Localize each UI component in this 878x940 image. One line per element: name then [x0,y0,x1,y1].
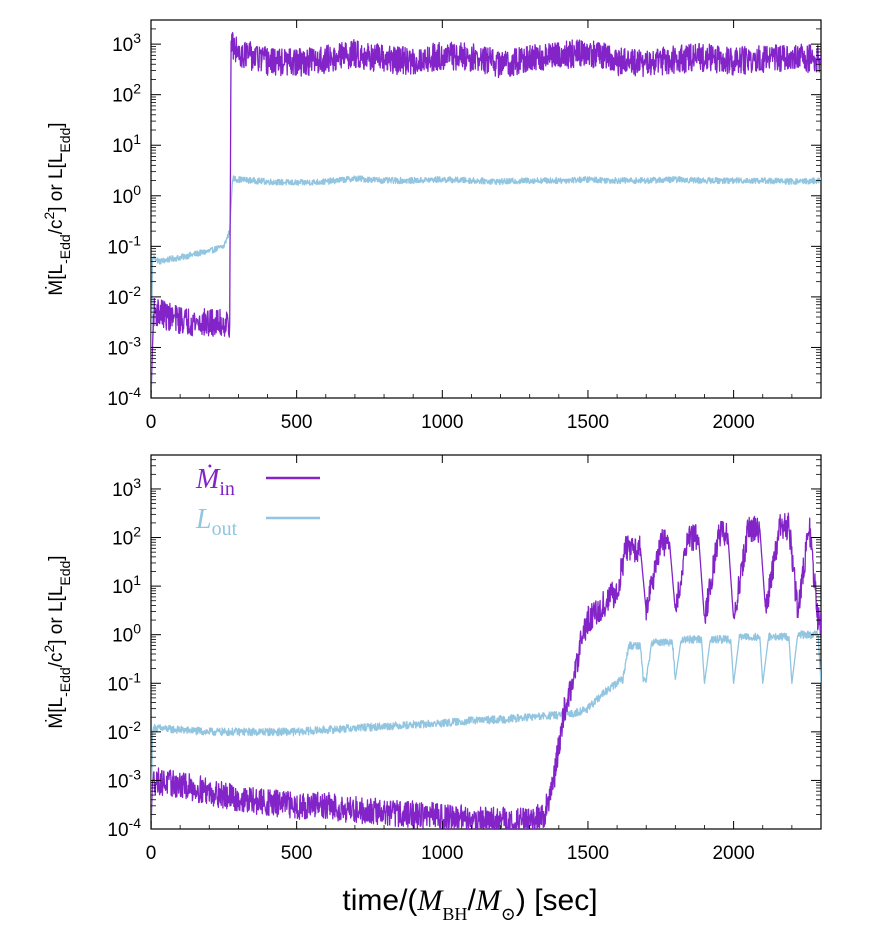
bottom-ticks-layer: 0 500 1000 1500 2000 10-4 10-3 10-2 10-1 100 101 10… [107,455,821,864]
bottom-y-tick-label: 100 [112,621,141,647]
bottom-plot-frame [150,454,822,830]
top-y-tick-label: 101 [112,131,141,157]
top-y-tick-label: 100 [112,182,141,208]
top-y-axis-label: Ṁ[L-Edd/c2] or L[LEdd] [41,122,73,295]
bottom-y-tick-label: 10-1 [107,669,141,695]
bottom-series-mdot-in-line [151,512,821,829]
top-series-mdot-in-line [151,32,821,398]
top-ticks-layer: 0 500 1000 1500 2000 10-4 10-3 10-2 10-1 100 101 10… [107,20,821,433]
top-y-tick-label: 103 [112,30,141,56]
top-x-tick-label: 0 [146,412,157,433]
x-axis-label: time/(MBH/M⊙) [sec] [342,884,597,924]
top-x-tick-label: 1500 [567,412,609,433]
bottom-y-tick-label: 101 [112,572,141,598]
bottom-x-tick-label: 1000 [421,843,463,864]
bottom-y-tick-label: 10-2 [107,718,141,744]
legend-label-mdot-in: Ṁin [195,464,235,500]
bottom-x-tick-label: 500 [281,843,313,864]
top-panel: 0 500 1000 1500 2000 10-4 10-3 10-2 10-1 100 101 10… [41,19,822,433]
top-series-l-out-line [151,175,821,398]
top-x-tick-label: 1000 [421,412,463,433]
bottom-panel: 0 500 1000 1500 2000 10-4 10-3 10-2 10-1 100 101 10… [41,454,822,864]
top-x-tick-label: 2000 [712,412,754,433]
bottom-series-l-out-line [151,630,821,829]
legend: Ṁin Lout [195,464,320,540]
top-x-tick-label: 500 [281,412,313,433]
bottom-y-tick-label: 103 [112,475,141,501]
top-y-tick-label: 10-2 [107,283,141,309]
bottom-y-tick-label: 10-3 [107,766,141,792]
top-y-tick-label: 10-1 [107,232,141,258]
bottom-y-tick-label: 102 [112,524,141,550]
top-series-layer [151,32,821,398]
bottom-y-axis-label: Ṁ[L-Edd/c2] or L[LEdd] [41,555,73,728]
bottom-x-tick-label: 1500 [567,843,609,864]
legend-label-l-out: Lout [195,504,238,540]
bottom-series-layer [151,512,821,829]
top-plot-frame [150,19,822,399]
bottom-x-tick-label: 0 [146,843,157,864]
top-y-tick-label: 10-4 [107,384,141,410]
top-y-tick-label: 10-3 [107,333,141,359]
top-y-tick-label: 102 [112,81,141,107]
bottom-x-tick-label: 2000 [712,843,754,864]
bottom-y-tick-label: 10-4 [107,815,141,841]
